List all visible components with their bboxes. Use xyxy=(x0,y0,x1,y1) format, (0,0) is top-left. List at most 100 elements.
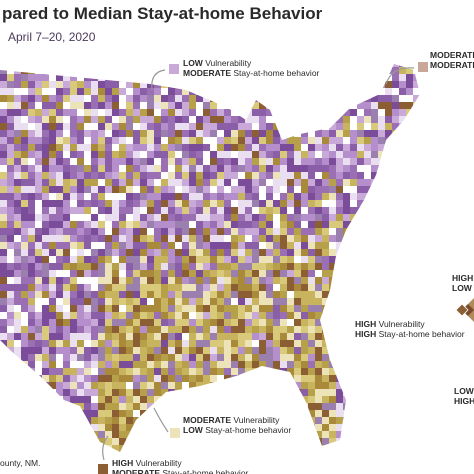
county-cell xyxy=(224,235,232,243)
county-cell xyxy=(427,298,434,305)
county-cell xyxy=(245,158,253,166)
county-cell xyxy=(35,200,43,208)
county-cell xyxy=(287,158,295,166)
county-cell xyxy=(245,396,253,404)
county-cell xyxy=(245,347,253,355)
county-cell xyxy=(392,368,400,376)
county-cell xyxy=(336,417,344,425)
county-cell xyxy=(49,186,57,194)
county-cell xyxy=(399,102,407,110)
county-cell xyxy=(126,137,134,145)
county-cell xyxy=(308,445,316,452)
county-cell xyxy=(259,137,267,145)
county-cell xyxy=(399,298,407,306)
county-cell xyxy=(14,291,22,299)
county-cell xyxy=(399,452,406,459)
county-cell xyxy=(378,151,386,159)
county-cell xyxy=(105,186,113,194)
county-cell xyxy=(91,410,99,418)
subtitle: April 7–20, 2020 xyxy=(8,30,96,44)
county-cell xyxy=(336,312,344,320)
county-cell xyxy=(182,375,190,383)
county-cell xyxy=(217,270,225,278)
county-cell xyxy=(7,179,15,187)
county-cell xyxy=(77,445,85,452)
county-cell xyxy=(294,165,302,173)
county-cell xyxy=(406,417,414,425)
county-cell xyxy=(371,95,379,103)
county-cell xyxy=(7,228,15,236)
county-cell xyxy=(343,64,351,68)
county-cell xyxy=(287,340,295,348)
county-cell xyxy=(329,95,337,103)
county-cell xyxy=(217,151,225,159)
county-cell xyxy=(231,319,239,327)
county-cell xyxy=(105,424,113,432)
county-cell xyxy=(63,242,71,250)
county-cell xyxy=(42,298,50,306)
county-cell xyxy=(371,172,379,180)
county-cell xyxy=(77,368,85,376)
county-cell xyxy=(224,284,232,292)
county-cell xyxy=(287,452,294,459)
county-cell xyxy=(280,116,288,124)
county-cell xyxy=(182,221,190,229)
county-cell xyxy=(98,109,106,117)
county-cell xyxy=(14,242,22,250)
county-cell xyxy=(203,438,211,446)
county-cell xyxy=(7,382,15,390)
county-cell xyxy=(133,424,141,432)
county-cell xyxy=(98,74,106,82)
county-cell xyxy=(14,130,22,138)
county-cell xyxy=(259,249,267,257)
county-cell xyxy=(91,186,99,194)
county-cell xyxy=(35,165,43,173)
county-cell xyxy=(175,417,183,425)
county-cell xyxy=(280,445,288,452)
county-cell xyxy=(287,326,295,334)
county-cell xyxy=(308,291,316,299)
county-cell xyxy=(392,214,400,222)
county-cell xyxy=(329,298,337,306)
county-cell xyxy=(280,326,288,334)
county-cell xyxy=(350,256,358,264)
county-cell xyxy=(392,277,400,285)
county-cell xyxy=(413,298,420,306)
county-cell xyxy=(203,368,211,376)
county-cell xyxy=(224,221,232,229)
county-cell xyxy=(112,123,120,131)
county-cell xyxy=(287,88,295,96)
county-cell xyxy=(168,277,176,285)
county-cell xyxy=(266,102,274,110)
county-cell xyxy=(196,298,204,306)
county-cell xyxy=(196,270,204,278)
county-cell xyxy=(105,172,113,180)
county-cell xyxy=(245,116,253,124)
county-cell xyxy=(126,151,134,159)
county-cell xyxy=(35,249,43,257)
county-cell xyxy=(56,361,64,369)
county-cell xyxy=(238,396,246,404)
county-cell xyxy=(105,74,113,82)
county-cell xyxy=(112,200,120,208)
county-cell xyxy=(266,361,274,369)
county-cell xyxy=(119,347,127,355)
county-cell xyxy=(301,305,309,313)
county-cell xyxy=(322,249,330,257)
county-cell xyxy=(378,305,386,313)
annotation-level: MODERATE xyxy=(430,50,474,60)
county-cell xyxy=(364,214,372,222)
county-cell xyxy=(266,354,274,362)
county-cell xyxy=(28,277,36,285)
county-cell xyxy=(189,130,197,138)
county-cell xyxy=(385,179,393,187)
county-cell xyxy=(224,207,232,215)
county-cell xyxy=(196,291,204,299)
county-cell xyxy=(301,445,309,452)
county-cell xyxy=(273,389,281,397)
county-cell xyxy=(322,214,330,222)
county-cell xyxy=(42,130,50,138)
county-cell xyxy=(196,361,204,369)
county-cell xyxy=(385,109,393,117)
county-cell xyxy=(70,361,78,369)
